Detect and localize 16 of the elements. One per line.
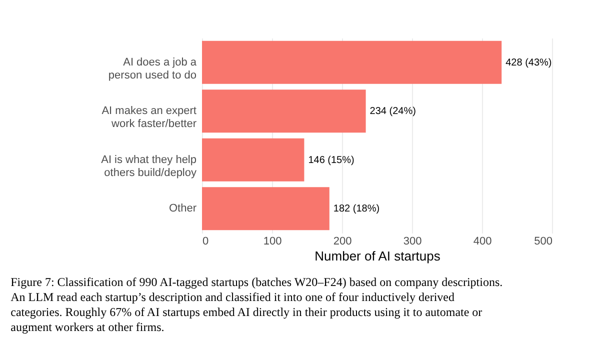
data-label: 182 (18%) xyxy=(333,204,380,215)
data-label: 428 (43%) xyxy=(506,57,552,68)
x-tick-label: 100 xyxy=(263,236,282,248)
x-axis-title: Number of AI startups xyxy=(314,248,441,264)
data-label: 234 (24%) xyxy=(370,106,416,118)
y-tick-label: Other xyxy=(168,202,197,215)
y-tick-label: AI does a job a person used to do xyxy=(108,56,198,82)
y-tick-label: AI is what they help others build/deploy xyxy=(101,154,197,179)
x-tick-label: 300 xyxy=(403,236,422,248)
caption: Figure 7: Classification of 990 AI-tagged startups (batches W20–F24) based on company descriptions. An LLM read each startup’s description and classified it into one of four inductively derived categories. Roughly 67% of AI startups embed AI directly in their products using it to automate or augment workers at other firms. xyxy=(10,275,503,334)
x-tick-label: 500 xyxy=(534,236,552,248)
y-tick-label: AI makes an expert work faster/better xyxy=(102,105,197,130)
x-tick-label: 400 xyxy=(473,236,492,248)
x-tick-label: 0 xyxy=(202,236,209,248)
x-tick-label: 200 xyxy=(333,236,352,248)
data-label: 146 (15%) xyxy=(308,154,354,166)
